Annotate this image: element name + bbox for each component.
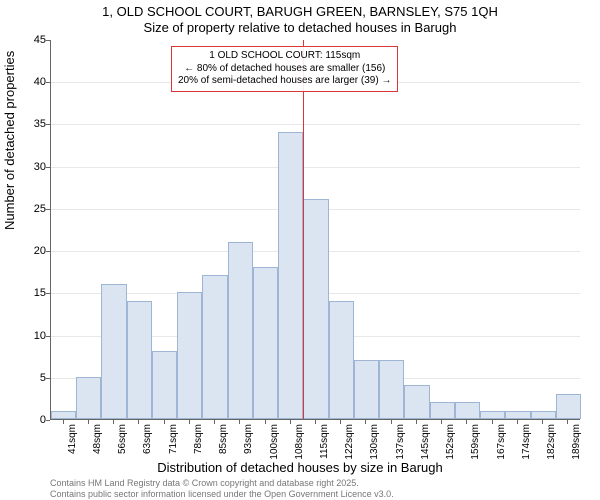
x-tick [239, 420, 240, 424]
x-tick [189, 420, 190, 424]
footer-line1: Contains HM Land Registry data © Crown c… [50, 478, 359, 489]
y-tick [46, 209, 50, 210]
x-tick-label: 85sqm [218, 424, 229, 454]
annotation-line2: ← 80% of detached houses are smaller (15… [178, 63, 391, 76]
reference-line [303, 40, 304, 419]
x-tick [517, 420, 518, 424]
y-tick-label: 15 [6, 287, 46, 299]
histogram-bar [303, 199, 328, 419]
y-tick [46, 82, 50, 83]
y-tick-label: 40 [6, 76, 46, 88]
histogram-bar [329, 301, 354, 419]
x-tick-label: 41sqm [67, 424, 78, 454]
x-tick-label: 48sqm [92, 424, 103, 454]
histogram-bar [531, 411, 556, 419]
y-tick-label: 0 [6, 414, 46, 426]
x-tick-label: 174sqm [521, 424, 532, 460]
histogram-bar [101, 284, 126, 419]
histogram-bar [404, 385, 429, 419]
histogram-bar [228, 242, 253, 419]
y-tick [46, 378, 50, 379]
chart-title-line2: Size of property relative to detached ho… [0, 20, 600, 35]
x-tick [567, 420, 568, 424]
y-tick-label: 10 [6, 330, 46, 342]
histogram-bar [455, 402, 480, 419]
x-tick-label: 137sqm [395, 424, 406, 460]
histogram-bar [152, 351, 177, 419]
x-tick-label: 78sqm [193, 424, 204, 454]
x-tick-label: 93sqm [243, 424, 254, 454]
histogram-bar [76, 377, 101, 419]
x-tick-label: 152sqm [445, 424, 456, 460]
x-tick [391, 420, 392, 424]
y-tick [46, 293, 50, 294]
x-tick-label: 63sqm [142, 424, 153, 454]
x-tick [466, 420, 467, 424]
y-tick-label: 20 [6, 245, 46, 257]
chart-container: 1, OLD SCHOOL COURT, BARUGH GREEN, BARNS… [0, 0, 600, 500]
histogram-bar [430, 402, 455, 419]
x-tick-label: 182sqm [546, 424, 557, 460]
histogram-bar [480, 411, 505, 419]
annotation-line1: 1 OLD SCHOOL COURT: 115sqm [178, 50, 391, 63]
histogram-bar [202, 275, 227, 419]
x-tick-label: 100sqm [269, 424, 280, 460]
y-tick [46, 167, 50, 168]
x-tick [214, 420, 215, 424]
y-tick [46, 336, 50, 337]
x-tick [542, 420, 543, 424]
y-tick-label: 35 [6, 118, 46, 130]
plot-area: 1 OLD SCHOOL COURT: 115sqm ← 80% of deta… [50, 40, 580, 420]
y-tick [46, 420, 50, 421]
x-tick-label: 108sqm [294, 424, 305, 460]
x-tick-label: 130sqm [369, 424, 380, 460]
x-tick [164, 420, 165, 424]
x-tick [88, 420, 89, 424]
x-tick-label: 145sqm [420, 424, 431, 460]
x-tick-label: 115sqm [319, 424, 330, 459]
histogram-bar [51, 411, 76, 419]
grid-line [51, 124, 580, 125]
x-tick-label: 122sqm [344, 424, 355, 460]
x-tick-label: 167sqm [496, 424, 507, 460]
x-tick [416, 420, 417, 424]
footer-line2: Contains public sector information licen… [50, 489, 394, 500]
chart-title-line1: 1, OLD SCHOOL COURT, BARUGH GREEN, BARNS… [0, 4, 600, 19]
histogram-bar [127, 301, 152, 419]
annotation-box: 1 OLD SCHOOL COURT: 115sqm ← 80% of deta… [171, 46, 398, 92]
x-tick [492, 420, 493, 424]
annotation-line3: 20% of semi-detached houses are larger (… [178, 75, 391, 88]
y-tick-label: 30 [6, 161, 46, 173]
x-tick-label: 56sqm [117, 424, 128, 454]
histogram-bar [379, 360, 404, 419]
x-axis-label: Distribution of detached houses by size … [0, 460, 600, 475]
histogram-bar [278, 132, 303, 419]
x-tick [441, 420, 442, 424]
x-tick [365, 420, 366, 424]
x-tick [63, 420, 64, 424]
y-tick [46, 40, 50, 41]
x-tick [315, 420, 316, 424]
histogram-bar [505, 411, 530, 419]
x-tick [340, 420, 341, 424]
histogram-bar [556, 394, 581, 419]
x-tick [265, 420, 266, 424]
y-tick [46, 251, 50, 252]
histogram-bar [177, 292, 202, 419]
grid-line [51, 167, 580, 168]
y-tick-label: 5 [6, 372, 46, 384]
y-tick [46, 124, 50, 125]
y-tick-label: 25 [6, 203, 46, 215]
x-tick [290, 420, 291, 424]
x-tick [113, 420, 114, 424]
y-tick-label: 45 [6, 34, 46, 46]
x-tick [138, 420, 139, 424]
histogram-bar [354, 360, 379, 419]
x-tick-label: 71sqm [168, 424, 179, 454]
x-tick-label: 159sqm [470, 424, 481, 460]
x-tick-label: 189sqm [571, 424, 582, 460]
histogram-bar [253, 267, 278, 419]
